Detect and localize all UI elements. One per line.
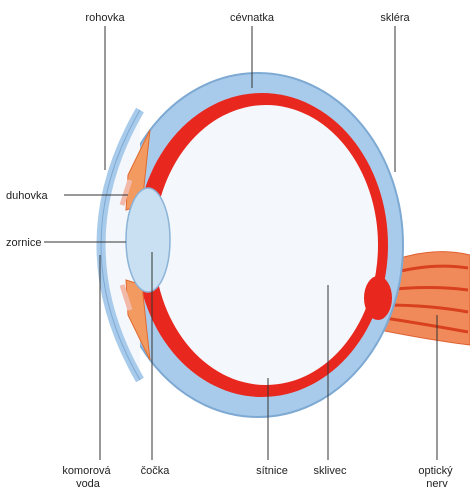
nerve-fibers xyxy=(384,264,469,334)
lead-lines xyxy=(44,26,438,460)
optic-disc xyxy=(364,276,392,320)
lens xyxy=(125,187,171,293)
label: optický nerv xyxy=(418,465,455,490)
cornea-edge xyxy=(100,109,141,381)
label-line: komorová xyxy=(62,465,111,477)
label: duhovka xyxy=(6,190,48,202)
label-line: optický xyxy=(418,465,453,477)
pupil-edge xyxy=(119,179,133,311)
label: skléra xyxy=(380,12,410,24)
label-line: voda xyxy=(76,478,101,490)
iris-lower xyxy=(125,279,151,361)
label: cévnatka xyxy=(230,12,275,24)
label: sklivec xyxy=(313,465,347,477)
label: rohovka xyxy=(85,12,125,24)
label: sítnice xyxy=(256,465,288,477)
label: komorová voda xyxy=(62,465,113,490)
vitreous xyxy=(154,105,378,385)
label: čočka xyxy=(141,465,171,477)
iris-upper xyxy=(125,129,151,211)
label: zornice xyxy=(6,237,41,249)
label-line: nerv xyxy=(426,478,448,490)
eyeball xyxy=(136,72,404,418)
